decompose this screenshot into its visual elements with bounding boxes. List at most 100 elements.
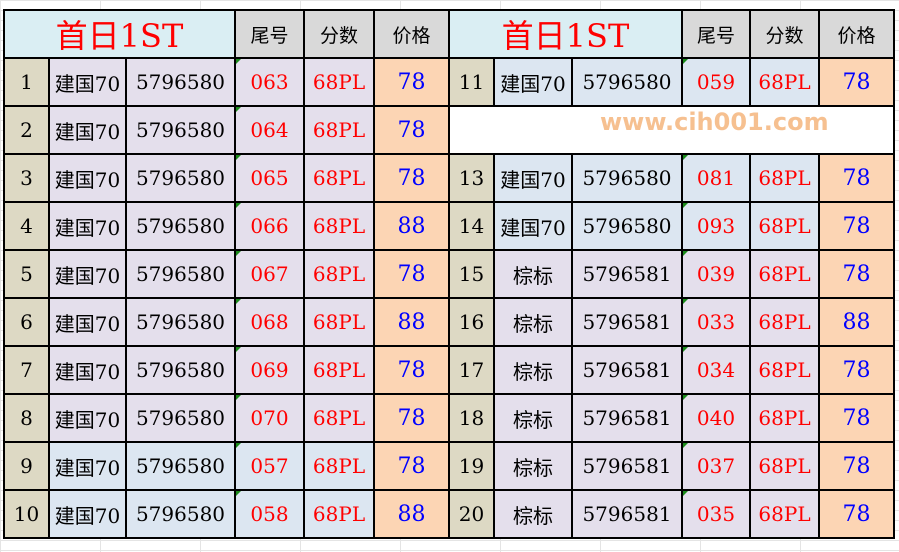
- cell-idx[interactable]: 1: [3, 57, 50, 107]
- cell-code[interactable]: 5796581: [571, 489, 683, 539]
- cell-price[interactable]: 78: [818, 153, 895, 203]
- cell-code[interactable]: 5796581: [571, 393, 683, 443]
- cell-tail[interactable]: 069: [234, 345, 305, 395]
- cell-name[interactable]: 建国70: [48, 105, 127, 155]
- cell-code[interactable]: 5796580: [571, 57, 683, 107]
- cell-score[interactable]: 68PL: [303, 57, 375, 107]
- cell-score[interactable]: 68PL: [749, 489, 820, 539]
- cell-price[interactable]: 78: [818, 489, 895, 539]
- cell-tail[interactable]: 039: [681, 249, 751, 299]
- cell-name[interactable]: 棕标: [493, 249, 573, 299]
- cell-idx[interactable]: 10: [3, 489, 50, 539]
- cell-name[interactable]: 建国70: [48, 249, 127, 299]
- cell-idx[interactable]: 2: [3, 105, 50, 155]
- cell-tail[interactable]: 059: [681, 57, 751, 107]
- cell-price[interactable]: 78: [818, 201, 895, 251]
- cell-price[interactable]: 78: [818, 57, 895, 107]
- cell-price[interactable]: 78: [373, 441, 450, 491]
- cell-tail[interactable]: 058: [234, 489, 305, 539]
- cell-tail[interactable]: 066: [234, 201, 305, 251]
- cell-code[interactable]: 5796580: [125, 489, 236, 539]
- cell-score[interactable]: 68PL: [303, 393, 375, 443]
- cell-code[interactable]: 5796581: [571, 441, 683, 491]
- cell-name[interactable]: 建国70: [48, 441, 127, 491]
- cell-code[interactable]: 5796580: [125, 345, 236, 395]
- cell-name[interactable]: 建国70: [48, 345, 127, 395]
- cell-idx[interactable]: 20: [448, 489, 495, 539]
- cell-score[interactable]: 68PL: [749, 57, 820, 107]
- cell-idx[interactable]: 5: [3, 249, 50, 299]
- cell-tail[interactable]: 070: [234, 393, 305, 443]
- cell-score[interactable]: 68PL: [749, 201, 820, 251]
- cell-tail[interactable]: 034: [681, 345, 751, 395]
- cell-code[interactable]: 5796580: [125, 249, 236, 299]
- cell-score[interactable]: 68PL: [303, 105, 375, 155]
- cell-price[interactable]: 78: [373, 393, 450, 443]
- cell-name[interactable]: 棕标: [493, 489, 573, 539]
- cell-score[interactable]: 68PL: [303, 201, 375, 251]
- cell-code[interactable]: 5796580: [125, 297, 236, 347]
- cell-score[interactable]: 68PL: [749, 297, 820, 347]
- blank-row-cell[interactable]: [448, 105, 820, 155]
- cell-price[interactable]: 78: [818, 393, 895, 443]
- cell-tail[interactable]: 068: [234, 297, 305, 347]
- cell-code[interactable]: 5796580: [125, 201, 236, 251]
- cell-idx[interactable]: 4: [3, 201, 50, 251]
- cell-tail[interactable]: 081: [681, 153, 751, 203]
- cell-idx[interactable]: 11: [448, 57, 495, 107]
- cell-code[interactable]: 5796580: [125, 57, 236, 107]
- cell-score[interactable]: 68PL: [749, 153, 820, 203]
- cell-score[interactable]: 68PL: [303, 441, 375, 491]
- cell-price[interactable]: 88: [373, 489, 450, 539]
- cell-idx[interactable]: 19: [448, 441, 495, 491]
- cell-tail[interactable]: 033: [681, 297, 751, 347]
- cell-name[interactable]: 建国70: [48, 57, 127, 107]
- cell-score[interactable]: 68PL: [749, 393, 820, 443]
- cell-code[interactable]: 5796580: [125, 105, 236, 155]
- cell-code[interactable]: 5796580: [125, 441, 236, 491]
- cell-score[interactable]: 68PL: [303, 345, 375, 395]
- cell-idx[interactable]: 14: [448, 201, 495, 251]
- cell-idx[interactable]: 8: [3, 393, 50, 443]
- cell-code[interactable]: 5796580: [571, 153, 683, 203]
- cell-price[interactable]: 78: [373, 105, 450, 155]
- cell-code[interactable]: 5796581: [571, 249, 683, 299]
- cell-idx[interactable]: 3: [3, 153, 50, 203]
- cell-score[interactable]: 68PL: [303, 489, 375, 539]
- cell-score[interactable]: 68PL: [303, 153, 375, 203]
- cell-idx[interactable]: 17: [448, 345, 495, 395]
- cell-name[interactable]: 棕标: [493, 297, 573, 347]
- cell-name[interactable]: 建国70: [48, 393, 127, 443]
- cell-name[interactable]: 建国70: [493, 57, 573, 107]
- cell-name[interactable]: 建国70: [48, 489, 127, 539]
- cell-idx[interactable]: 16: [448, 297, 495, 347]
- cell-price[interactable]: 78: [373, 57, 450, 107]
- cell-code[interactable]: 5796581: [571, 345, 683, 395]
- cell-tail[interactable]: 040: [681, 393, 751, 443]
- cell-score[interactable]: 68PL: [303, 249, 375, 299]
- cell-idx[interactable]: 9: [3, 441, 50, 491]
- cell-name[interactable]: 建国70: [493, 153, 573, 203]
- cell-idx[interactable]: 6: [3, 297, 50, 347]
- cell-tail[interactable]: 093: [681, 201, 751, 251]
- cell-tail[interactable]: 037: [681, 441, 751, 491]
- cell-name[interactable]: 建国70: [48, 297, 127, 347]
- cell-tail[interactable]: 064: [234, 105, 305, 155]
- cell-tail[interactable]: 065: [234, 153, 305, 203]
- cell-price[interactable]: 78: [373, 345, 450, 395]
- cell-idx[interactable]: 7: [3, 345, 50, 395]
- cell-name[interactable]: 建国70: [48, 153, 127, 203]
- cell-price[interactable]: 88: [373, 201, 450, 251]
- cell-score[interactable]: 68PL: [303, 297, 375, 347]
- cell-score[interactable]: 68PL: [749, 249, 820, 299]
- cell-tail[interactable]: 035: [681, 489, 751, 539]
- cell-idx[interactable]: 18: [448, 393, 495, 443]
- cell-price[interactable]: 88: [818, 297, 895, 347]
- cell-name[interactable]: 棕标: [493, 345, 573, 395]
- cell-score[interactable]: 68PL: [749, 441, 820, 491]
- cell-price[interactable]: 78: [818, 249, 895, 299]
- cell-price[interactable]: 78: [818, 441, 895, 491]
- cell-code[interactable]: 5796580: [125, 393, 236, 443]
- cell-tail[interactable]: 063: [234, 57, 305, 107]
- cell-name[interactable]: 棕标: [493, 393, 573, 443]
